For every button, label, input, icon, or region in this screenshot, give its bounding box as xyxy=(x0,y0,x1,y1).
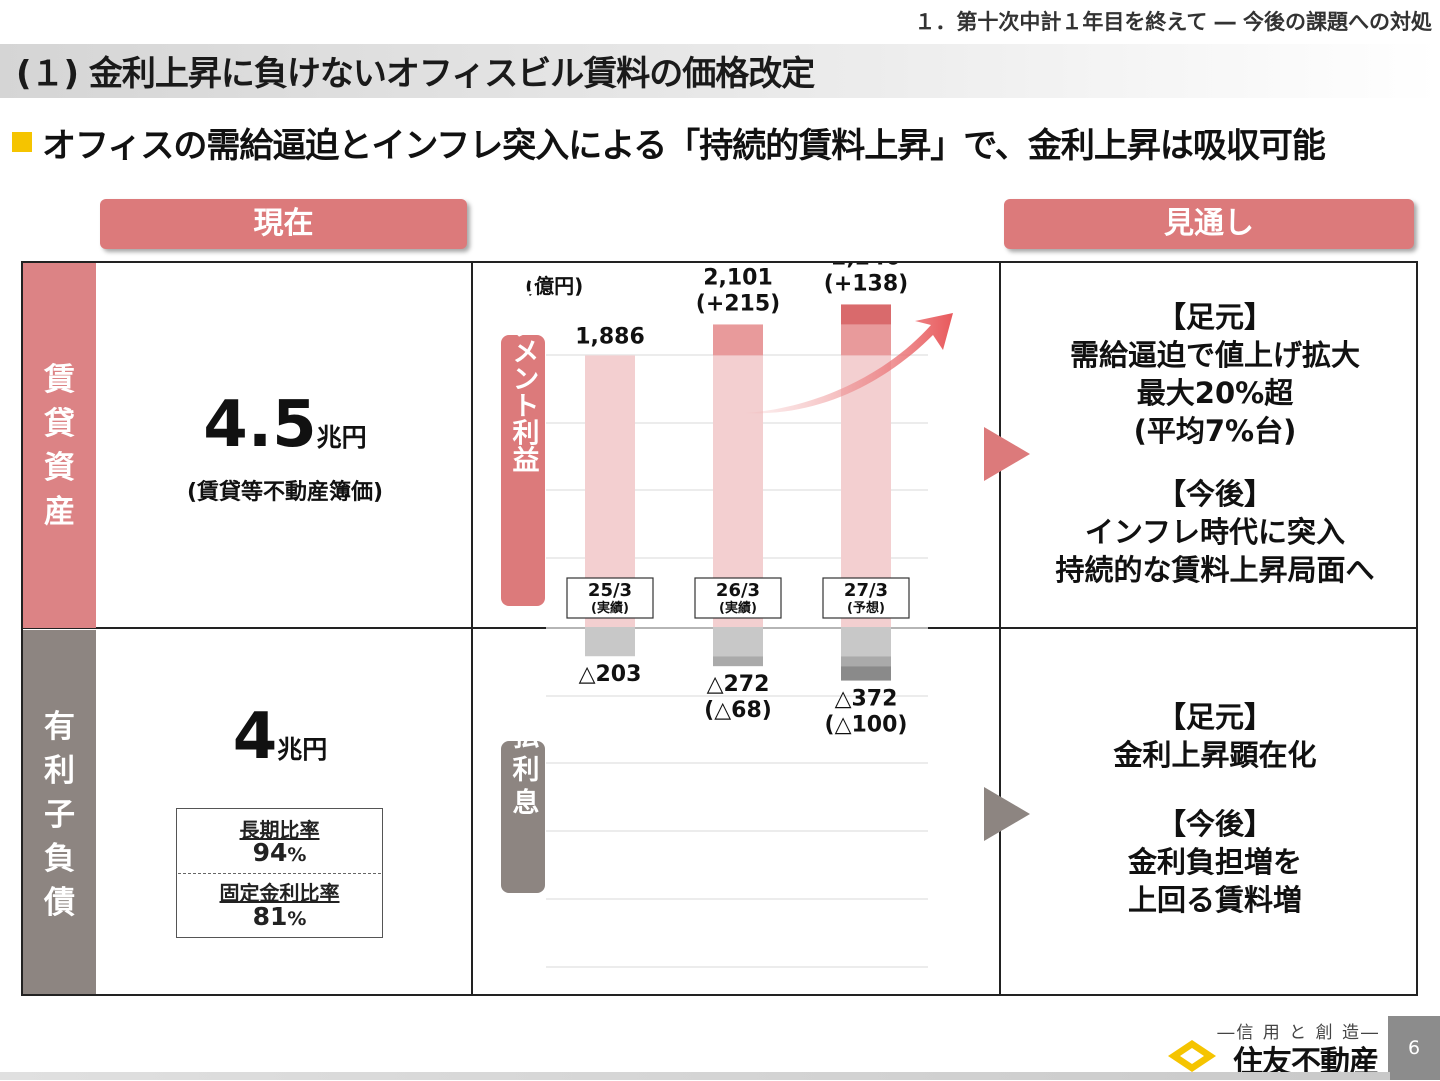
long-term-ratio-number: 94 xyxy=(252,838,288,867)
category-label: 26/3 xyxy=(716,580,760,601)
profit-data-label: 1,886 xyxy=(575,324,645,349)
outlook-rental-future-head: 【今後】 xyxy=(1156,477,1273,511)
category-label: 25/3 xyxy=(588,580,632,601)
outlook-rental-now-line: (平均7%台) xyxy=(1133,414,1297,448)
category-box xyxy=(694,577,782,619)
rental-assets-note: (賃貸等不動産簿価) xyxy=(186,480,384,505)
rental-profit-interest-chart: (億円) 賃貸セグメント利益 支払利息 1,88625/3(実績)△2032,1… xyxy=(501,263,953,968)
rental-assets-side: 賃貸資産 xyxy=(23,263,96,628)
breadcrumb: １．第十次中計１年目を終えて ― 今後の課題への対処 xyxy=(914,10,1432,34)
percent-sign: % xyxy=(287,908,307,930)
rental-assets-value: 4.5 xyxy=(203,388,317,462)
outlook-rental-now-head: 【足元】 xyxy=(1156,300,1273,334)
outlook-rental-now-line: 最大20%超 xyxy=(1136,376,1294,410)
company-logo-icon xyxy=(1168,1040,1216,1072)
outlook-debt-now-head: 【足元】 xyxy=(1156,700,1273,734)
category-box xyxy=(566,577,654,619)
outlook-rental-future-line: 持続的な賃料上昇局面へ xyxy=(1055,553,1375,587)
interest-bar-base xyxy=(713,627,763,657)
title-band xyxy=(0,44,1440,98)
interest-change-label: (△68) xyxy=(704,698,772,723)
outlook-debt-future-line: 上回る賃料増 xyxy=(1127,883,1302,917)
fixed-rate-ratio-value: 81% xyxy=(176,902,383,931)
outlook-rental-now-line: 需給逼迫で値上げ拡大 xyxy=(1069,338,1360,372)
footer-band xyxy=(0,1072,1390,1080)
outlook-debt: 【足元】 金利上昇顕在化 【今後】 金利負担増を 上回る賃料増 xyxy=(1010,698,1420,919)
category-label: 27/3 xyxy=(844,580,888,601)
outlook-debt-now-line: 金利上昇顕在化 xyxy=(1113,738,1317,772)
category-note: (予想) xyxy=(847,600,885,616)
category-note: (実績) xyxy=(591,600,629,616)
rental-assets-unit: 兆円 xyxy=(316,423,367,452)
fixed-rate-ratio-number: 81 xyxy=(252,902,288,931)
outlook-debt-future-head: 【今後】 xyxy=(1156,807,1273,841)
debt-unit: 兆円 xyxy=(277,735,328,764)
profit-bar-increment xyxy=(841,304,891,325)
arrow-right-gray-icon xyxy=(984,787,1030,841)
interest-bar-increment xyxy=(713,656,763,667)
profit-data-label: 2,240 xyxy=(831,263,901,270)
fixed-rate-ratio-label: 固定金利比率 xyxy=(219,881,340,905)
page-subtitle: オフィスの需給逼迫とインフレ突入による「持続的賃料上昇」で、金利上昇は吸収可能 xyxy=(42,126,1326,166)
logo-tagline: ―信 用 と 創 造― xyxy=(1217,1023,1380,1043)
series-label-interest: 支払利息 xyxy=(508,689,540,821)
chart-unit-label: (億円) xyxy=(525,274,583,298)
debt-label: 有利子負債 xyxy=(23,705,96,925)
interest-bar-increment xyxy=(841,666,891,681)
interest-data-label: △372 xyxy=(835,687,898,712)
profit-change-label: (+215) xyxy=(696,291,780,316)
interest-change-label: (△100) xyxy=(825,713,908,738)
rental-assets-label: 賃貸資産 xyxy=(23,358,96,534)
debt-side: 有利子負債 xyxy=(23,630,96,994)
bullet-square-icon xyxy=(12,132,32,152)
outlook-debt-future-line: 金利負担増を xyxy=(1127,845,1302,879)
debt-label-text: 有利子負債 xyxy=(44,709,75,921)
percent-sign: % xyxy=(287,844,307,866)
profit-bar-increment xyxy=(841,324,891,356)
series-label-bg-interest xyxy=(501,741,545,893)
series-label-profit: 賃貸セグメント利益 xyxy=(508,263,541,473)
profit-bar-increment xyxy=(713,324,763,356)
debt-amount: 4兆円 xyxy=(100,700,460,774)
page-title: (１) 金利上昇に負けないオフィスビル賃料の価格改定 xyxy=(16,54,815,94)
long-term-ratio-value: 94% xyxy=(176,838,383,867)
category-box xyxy=(822,577,910,619)
ratio-separator xyxy=(178,873,381,874)
page-number: 6 xyxy=(1388,1016,1440,1080)
interest-bar-base xyxy=(585,627,635,657)
series-label-bg-profit xyxy=(501,335,545,606)
arrow-right-pink-icon xyxy=(984,427,1030,481)
outlook-rental-future-line: インフレ時代に突入 xyxy=(1084,515,1346,549)
bars xyxy=(585,304,891,681)
rental-assets-amount: 4.5兆円 xyxy=(100,388,470,462)
interest-data-label: △203 xyxy=(579,662,642,687)
tab-current: 現在 xyxy=(100,199,467,249)
tab-outlook: 見通し xyxy=(1004,199,1414,249)
long-term-ratio-label: 長期比率 xyxy=(239,818,320,842)
profit-data-label: 2,101 xyxy=(703,265,773,290)
growth-arrow-icon xyxy=(745,313,953,414)
interest-bar-increment xyxy=(841,656,891,667)
profit-change-label: (+138) xyxy=(824,271,908,296)
ratio-box xyxy=(176,808,383,938)
debt-value: 4 xyxy=(232,700,278,774)
interest-data-label: △272 xyxy=(707,672,770,697)
category-note: (実績) xyxy=(719,600,757,616)
outlook-rental: 【足元】 需給逼迫で値上げ拡大 最大20%超 (平均7%台) 【今後】 インフレ… xyxy=(1010,298,1420,589)
rental-assets-label-text: 賃貸資産 xyxy=(44,362,75,530)
interest-bar-base xyxy=(841,627,891,657)
